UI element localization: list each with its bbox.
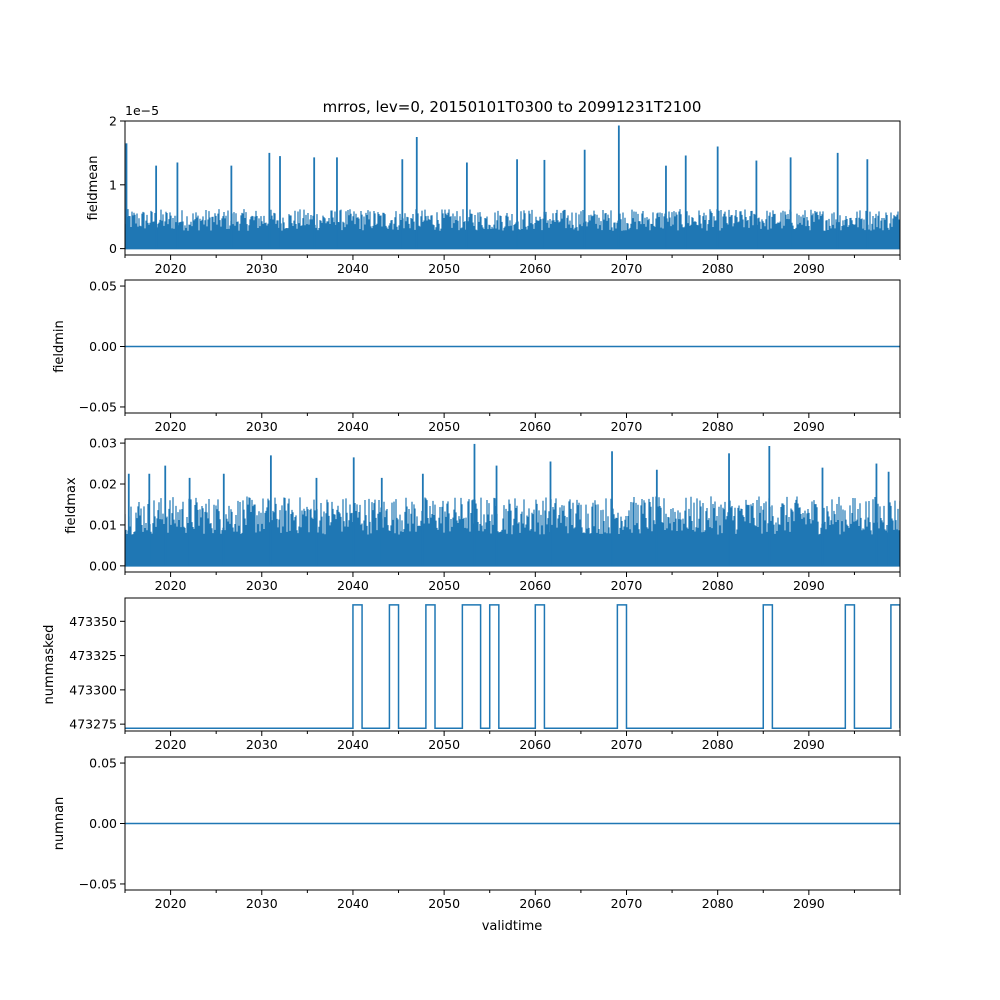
x-tick-label: 2030 (246, 261, 278, 276)
x-tick-label: 2060 (519, 896, 551, 911)
y-axis-label: numnan (52, 797, 67, 851)
x-tick-label: 2030 (246, 419, 278, 434)
figure-title: mrros, lev=0, 20150101T0300 to 20991231T… (323, 98, 702, 116)
x-tick-label: 2020 (155, 261, 187, 276)
x-tick-label: 2040 (337, 419, 369, 434)
x-tick-label: 2070 (611, 419, 643, 434)
x-tick-label: 2090 (793, 896, 825, 911)
x-tick-label: 2020 (155, 737, 187, 752)
panels: 2020 2030 2040 2050 2060 2070 2080 2090 0 1 2 1e−5 f… (42, 103, 901, 911)
panel-fieldmax: 2020 2030 2040 2050 2060 2070 2080 2090 0.00 0.01… (64, 436, 901, 593)
y-tick-label: 2 (109, 114, 117, 129)
x-tick-label: 2040 (337, 896, 369, 911)
y-axis-label: fieldmax (64, 477, 79, 534)
x-tick-label: 2070 (611, 896, 643, 911)
x-tick-label: 2070 (611, 578, 643, 593)
panel-nummasked: 2020 2030 2040 2050 2060 2070 2080 2090 473275 47… (42, 597, 901, 752)
x-tick-label: 2050 (428, 261, 460, 276)
x-tick-label: 2030 (246, 737, 278, 752)
y-tick-label: 1 (109, 177, 117, 192)
x-tick-label: 2040 (337, 737, 369, 752)
x-tick-label: 2090 (793, 578, 825, 593)
x-tick-label: 2090 (793, 261, 825, 276)
y-offset-text: 1e−5 (125, 103, 159, 118)
x-tick-label: 2080 (702, 578, 734, 593)
x-tick-label: 2080 (702, 419, 734, 434)
series-step-line (125, 604, 900, 730)
panel-fieldmin: 2020 2030 2040 2050 2060 2070 2080 2090 −0.05 0.0… (52, 279, 901, 434)
x-tick-label: 2060 (519, 578, 551, 593)
x-tick-label: 2070 (611, 737, 643, 752)
x-tick-label: 2090 (793, 737, 825, 752)
axes-frame (124, 597, 901, 732)
y-axis-label: nummasked (42, 625, 57, 705)
y-tick-label: 0 (109, 241, 117, 256)
x-tick-label: 2050 (428, 896, 460, 911)
plot-area-fieldmax (125, 443, 900, 567)
x-tick-label: 2060 (519, 737, 551, 752)
y-tick-label: −0.05 (79, 876, 117, 891)
axes-frame (124, 438, 901, 573)
y-tick-label: 0.05 (89, 756, 117, 771)
panel-fieldmean: 2020 2030 2040 2050 2060 2070 2080 2090 0 1 2 1e−5 f… (86, 103, 901, 276)
x-tick-label: 2020 (155, 896, 187, 911)
plot-area-fieldmean (125, 125, 900, 250)
x-tick-label: 2060 (519, 261, 551, 276)
y-tick-label: 0.05 (89, 279, 117, 294)
y-tick-label: 473350 (69, 614, 117, 629)
x-tick-label: 2080 (702, 737, 734, 752)
x-tick-label: 2040 (337, 578, 369, 593)
x-tick-label: 2020 (155, 419, 187, 434)
y-tick-label: 0.00 (89, 339, 117, 354)
x-tick-label: 2030 (246, 896, 278, 911)
x-tick-label: 2090 (793, 419, 825, 434)
y-tick-label: −0.05 (79, 399, 117, 414)
y-tick-label: 473300 (69, 682, 117, 697)
panel-numnan: 2020 2030 2040 2050 2060 2070 2080 2090 −0.05 0.0… (52, 756, 901, 911)
y-axis-label: fieldmean (86, 156, 101, 221)
x-tick-label: 2070 (611, 261, 643, 276)
x-tick-label: 2080 (702, 896, 734, 911)
y-tick-label: 0.00 (89, 558, 117, 573)
x-tick-label: 2050 (428, 419, 460, 434)
x-tick-label: 2050 (428, 578, 460, 593)
x-tick-label: 2020 (155, 578, 187, 593)
x-tick-label: 2050 (428, 737, 460, 752)
series-dense-band (125, 209, 900, 249)
axes-frame (124, 120, 901, 256)
plot-area-nummasked (125, 604, 900, 730)
y-tick-label: 473325 (69, 648, 117, 663)
y-tick-label: 0.02 (89, 477, 117, 492)
x-tick-label: 2080 (702, 261, 734, 276)
x-axis-label: validtime (482, 919, 543, 934)
y-axis-label: fieldmin (52, 320, 67, 373)
y-tick-label: 0.00 (89, 816, 117, 831)
x-tick-label: 2030 (246, 578, 278, 593)
y-tick-label: 0.01 (89, 517, 117, 532)
x-tick-label: 2060 (519, 419, 551, 434)
y-tick-label: 0.03 (89, 436, 117, 451)
y-tick-label: 473275 (69, 717, 117, 732)
x-tick-label: 2040 (337, 261, 369, 276)
series-dense-band (125, 496, 900, 566)
